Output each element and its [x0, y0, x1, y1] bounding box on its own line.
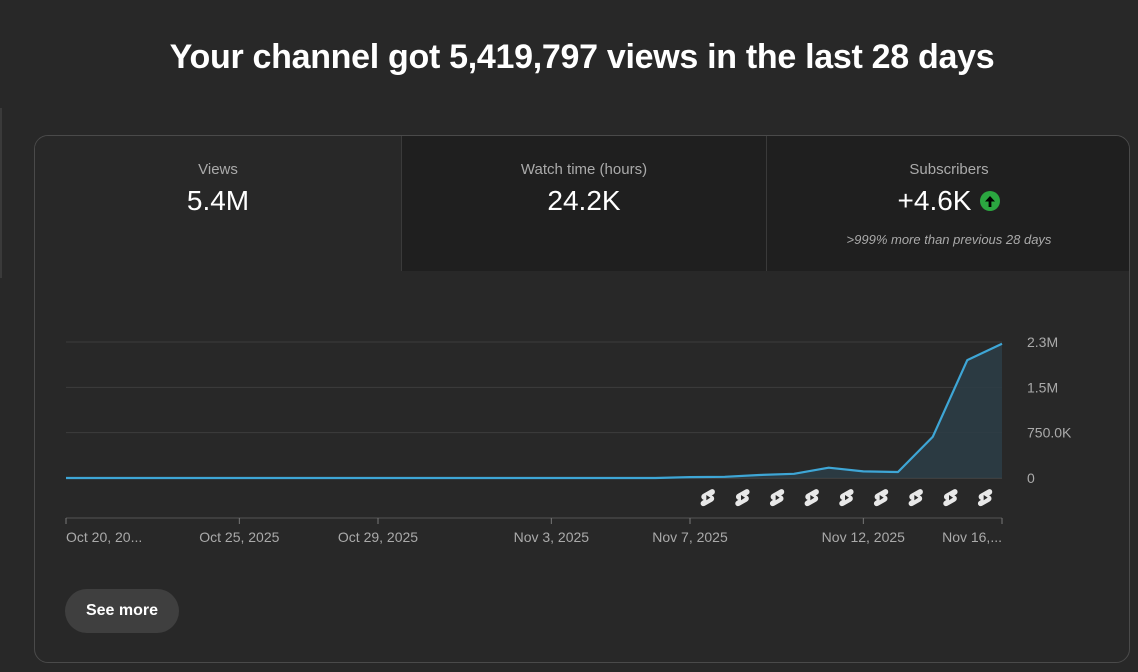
tab-subscribers-label: Subscribers	[909, 161, 989, 178]
y-tick-label: 1.5M	[1027, 379, 1058, 395]
x-tick-label: Oct 20, 20...	[66, 529, 142, 545]
series-line	[66, 342, 1003, 480]
y-tick-label: 0	[1027, 470, 1035, 486]
tab-subscribers-value: +4.6K	[897, 185, 972, 216]
metric-tabs: Views 5.4M Watch time (hours) 24.2K Subs…	[35, 136, 1129, 271]
shorts-icon[interactable]	[839, 489, 854, 507]
shorts-icon[interactable]	[804, 489, 819, 507]
x-tick-label: Oct 29, 2025	[338, 529, 418, 545]
y-tick-label: 750.0K	[1027, 425, 1072, 441]
analytics-card: Views 5.4M Watch time (hours) 24.2K Subs…	[34, 135, 1130, 663]
shorts-icon[interactable]	[700, 489, 715, 507]
tab-watch-time-label: Watch time (hours)	[520, 161, 648, 178]
shorts-icon[interactable]	[873, 489, 889, 507]
x-tick-label: Oct 25, 2025	[199, 529, 279, 545]
tab-watch-time-value: 24.2K	[547, 185, 621, 216]
shorts-icon[interactable]	[977, 489, 993, 507]
x-tick-label: Nov 3, 2025	[514, 529, 590, 545]
x-tick-label: Nov 7, 2025	[652, 529, 728, 545]
subscribers-comparison-note: >999% more than previous 28 days	[846, 232, 1052, 247]
tab-subscribers-value-row: +4.6K	[767, 185, 1129, 217]
shorts-icon[interactable]	[908, 489, 923, 507]
shorts-icon[interactable]	[943, 489, 958, 507]
shorts-icon[interactable]	[769, 489, 785, 507]
see-more-button[interactable]: See more	[65, 589, 179, 633]
views-chart: 0 750.0K 1.5M 2.3M Oct 20, 20... Oct 25, 2025…	[65, 334, 1072, 545]
series-area	[66, 343, 1002, 478]
arrow-up-icon	[980, 191, 1001, 211]
window-edge	[0, 108, 2, 278]
x-tick-label: Nov 12, 2025	[822, 529, 905, 545]
shorts-icon[interactable]	[735, 489, 750, 507]
x-tick-label: Nov 16,...	[942, 529, 1002, 545]
subscribers-value-wrap: +4.6K	[898, 185, 1001, 217]
page-headline: Your channel got 5,419,797 views in the …	[169, 38, 995, 76]
tab-subscribers[interactable]: Subscribers +4.6K >999% more than previo…	[766, 136, 1129, 271]
tab-views-label: Views	[198, 161, 238, 178]
tab-watch-time[interactable]: Watch time (hours) 24.2K	[401, 136, 766, 271]
tab-views[interactable]: Views 5.4M	[35, 136, 401, 271]
y-tick-label: 2.3M	[1027, 334, 1058, 350]
tab-views-value: 5.4M	[186, 185, 250, 216]
